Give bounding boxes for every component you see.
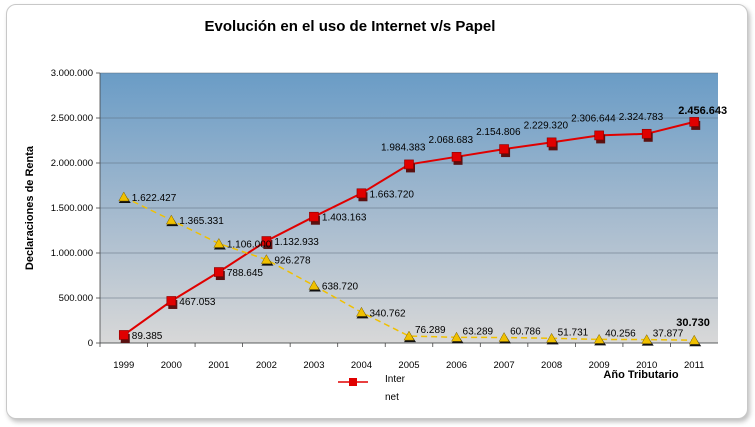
data-label: 926.278 <box>274 256 311 267</box>
data-point <box>165 214 177 225</box>
data-point <box>593 333 605 344</box>
data-point <box>404 159 414 170</box>
x-tick-label: 2010 <box>636 360 657 371</box>
chart-title: Evolución en el uso de Internet v/s Pape… <box>204 18 496 35</box>
x-tick-label: 2005 <box>398 360 419 371</box>
x-tick-label: 2001 <box>208 360 229 371</box>
data-label: 51.731 <box>558 327 589 338</box>
data-point <box>309 211 319 222</box>
x-tick-label: 2002 <box>256 360 277 371</box>
data-point <box>213 237 225 248</box>
data-label: 60.786 <box>510 327 541 338</box>
data-label: 1.403.163 <box>322 213 367 224</box>
data-label: 2.456.643 <box>678 105 727 117</box>
data-label: 1.622.427 <box>132 193 177 204</box>
data-label: 1.365.331 <box>179 216 224 227</box>
data-point <box>641 128 652 139</box>
data-label: 2.229.320 <box>524 120 569 131</box>
data-point <box>546 137 557 148</box>
data-label: 2.306.644 <box>571 113 616 124</box>
x-tick-label: 2000 <box>161 360 182 371</box>
data-point <box>499 144 509 154</box>
data-point <box>260 254 272 264</box>
data-point <box>214 267 224 277</box>
data-label: 89.385 <box>132 331 163 342</box>
y-tick-label: 500.000 <box>59 293 93 304</box>
data-point <box>688 334 700 345</box>
data-label: 2.324.783 <box>619 112 664 123</box>
y-tick-label: 1.000.000 <box>51 248 93 259</box>
data-point <box>546 332 558 343</box>
data-point <box>118 191 130 202</box>
data-point <box>451 331 462 342</box>
data-label: 2.068.683 <box>429 135 474 146</box>
x-tick-label: 2007 <box>494 360 515 371</box>
x-tick-label: 2006 <box>446 360 467 371</box>
y-tick-label: 3.000.000 <box>51 68 93 79</box>
data-label: 1.663.720 <box>369 189 414 200</box>
x-tick-label: 2003 <box>303 360 324 371</box>
y-tick-label: 2.000.000 <box>51 158 93 169</box>
x-tick-label: 1999 <box>113 360 134 371</box>
data-point <box>308 280 320 290</box>
data-label: 30.730 <box>676 317 710 329</box>
x-tick-label: 2009 <box>589 360 610 371</box>
series-markers <box>118 117 702 347</box>
legend-marker <box>349 378 357 386</box>
data-label: 37.877 <box>653 329 684 340</box>
x-tick-label: 2004 <box>351 360 372 371</box>
legend: Inter net <box>338 374 406 403</box>
data-label: 788.645 <box>227 268 264 279</box>
data-point <box>451 152 462 162</box>
data-label: 340.762 <box>369 308 406 319</box>
data-point <box>118 330 129 340</box>
data-point <box>594 130 604 141</box>
data-labels: 89.385 467.053 788.645 1.132.933 1.403.163 1.… <box>132 105 727 342</box>
data-point <box>356 306 367 317</box>
legend-label-line2: net <box>385 392 399 403</box>
x-tick-label: 2011 <box>684 360 704 371</box>
data-label: 63.289 <box>463 326 494 337</box>
data-label: 2.154.806 <box>476 127 521 138</box>
data-point <box>261 236 272 246</box>
data-point <box>403 330 415 341</box>
data-point <box>641 334 653 344</box>
data-point <box>689 117 700 127</box>
data-point <box>356 188 367 199</box>
x-tick-label: 2008 <box>541 360 562 371</box>
data-label: 1.132.933 <box>274 237 319 248</box>
x-axis-title: Año Tributario <box>603 369 678 381</box>
data-label: 40.256 <box>605 328 636 339</box>
y-axis-ticks: 0 500.000 1.000.000 1.500.000 2.000.000 2.500… <box>51 68 93 349</box>
y-tick-label: 0 <box>88 338 93 349</box>
data-point <box>166 296 177 306</box>
data-label: 638.720 <box>322 282 359 293</box>
data-label: 467.053 <box>179 297 216 308</box>
data-label: 1.984.383 <box>381 142 426 153</box>
y-axis-title: Declaraciones de Renta <box>24 145 36 270</box>
legend-label-line1: Inter <box>385 374 406 385</box>
y-tick-label: 1.500.000 <box>51 203 93 214</box>
y-tick-label: 2.500.000 <box>51 113 93 124</box>
x-axis-ticks: 1999 2000 2001 2002 2003 2004 2005 2006 2007 2008… <box>99 343 704 371</box>
data-point <box>498 332 510 342</box>
data-label: 1.106.000 <box>227 239 272 250</box>
data-label: 76.289 <box>415 325 446 336</box>
